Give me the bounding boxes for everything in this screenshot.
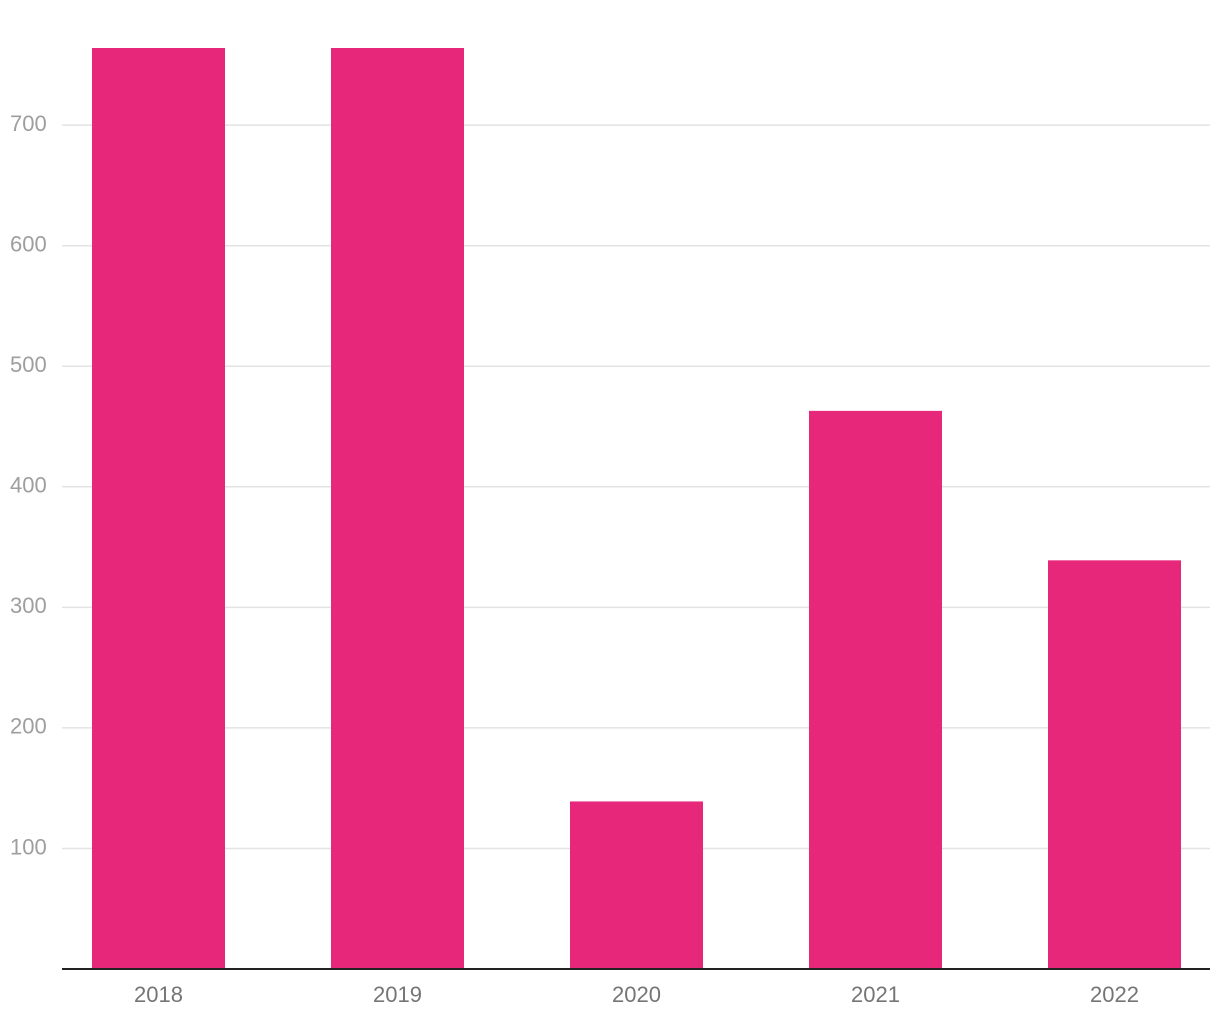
bar bbox=[1048, 560, 1181, 969]
x-tick-label: 2022 bbox=[1090, 982, 1139, 1007]
y-tick-label: 400 bbox=[10, 473, 47, 498]
x-tick-label: 2018 bbox=[134, 982, 183, 1007]
bar bbox=[570, 801, 703, 969]
y-tick-label: 300 bbox=[10, 593, 47, 618]
y-tick-label: 200 bbox=[10, 714, 47, 739]
y-tick-label: 500 bbox=[10, 352, 47, 377]
x-tick-label: 2021 bbox=[851, 982, 900, 1007]
bar bbox=[331, 48, 464, 969]
y-tick-label: 600 bbox=[10, 232, 47, 257]
bar bbox=[92, 48, 225, 969]
x-tick-label: 2020 bbox=[612, 982, 661, 1007]
y-tick-label: 100 bbox=[10, 834, 47, 859]
x-tick-label: 2019 bbox=[373, 982, 422, 1007]
y-tick-label: 700 bbox=[10, 111, 47, 136]
bar bbox=[809, 410, 942, 969]
